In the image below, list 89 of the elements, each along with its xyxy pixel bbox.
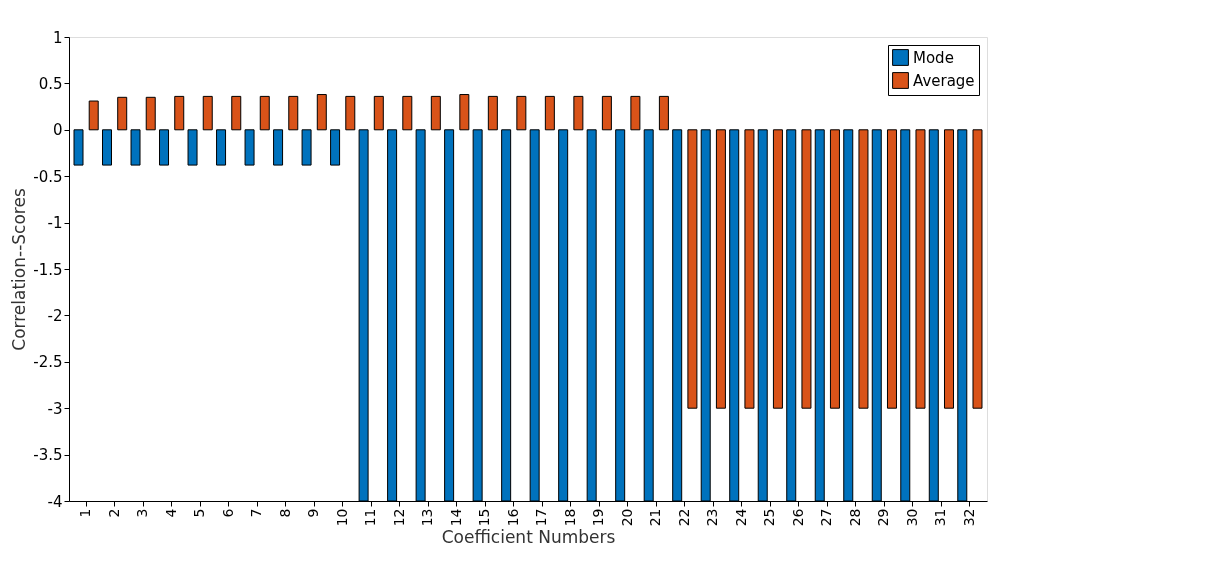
x-tick-label: 11: [362, 508, 379, 527]
bar: [88, 100, 99, 131]
x-tick-label: 16: [504, 508, 521, 527]
bar: [886, 129, 897, 409]
x-axis-title: Coefficient Numbers: [441, 527, 616, 548]
x-tick-label: 19: [590, 508, 607, 527]
legend-label: Average: [913, 71, 975, 90]
y-tick-label: -0.5: [33, 167, 63, 186]
bar: [487, 95, 498, 131]
bar: [187, 129, 198, 166]
bar: [744, 129, 755, 409]
y-tick-label: -4: [47, 492, 63, 511]
x-tick-label: 15: [476, 508, 493, 527]
y-tick-label: -2: [47, 306, 63, 325]
bar: [117, 96, 128, 131]
y-tick-label: -3.5: [33, 446, 63, 465]
x-tick-label: 6: [219, 508, 236, 518]
bar: [159, 129, 170, 166]
bar: [102, 129, 113, 166]
bar: [516, 95, 527, 131]
x-tick-label: 7: [248, 508, 265, 518]
bar: [915, 129, 926, 409]
y-tick-label: -1.5: [33, 260, 63, 279]
y-tick-label: 0: [52, 121, 63, 140]
x-tick-label: 32: [960, 508, 977, 527]
bar: [544, 95, 555, 131]
x-tick-label: 2: [105, 508, 122, 518]
bar: [231, 95, 242, 131]
bar: [430, 95, 441, 131]
bar: [972, 129, 983, 409]
x-tick-label: 8: [276, 508, 293, 518]
bar: [658, 95, 669, 131]
bar: [273, 129, 284, 166]
bar: [316, 94, 327, 131]
bar: [829, 129, 840, 409]
bar: [330, 129, 341, 166]
bar: [801, 129, 812, 409]
x-tick-label: 25: [761, 508, 778, 527]
bar: [687, 129, 698, 409]
x-tick-label: 10: [333, 508, 350, 527]
x-tick-label: 12: [390, 508, 407, 527]
bar: [402, 95, 413, 131]
y-tick-label: -3: [47, 399, 63, 418]
x-tick-label: 9: [305, 508, 322, 518]
x-tick-label: 28: [846, 508, 863, 527]
bar: [601, 95, 612, 131]
x-tick-label: 5: [191, 508, 208, 518]
bar: [772, 129, 783, 409]
x-tick-label: 26: [789, 508, 806, 527]
bar: [73, 129, 84, 166]
legend-label: Mode: [913, 48, 954, 67]
y-axis-title: Correlation--Scores: [9, 188, 30, 351]
bar: [130, 129, 141, 166]
x-tick-label: 31: [932, 508, 949, 527]
x-tick-label: 1: [77, 508, 94, 518]
x-tick-label: 24: [732, 508, 749, 527]
x-tick-label: 20: [618, 508, 635, 527]
y-tick-label: -2.5: [33, 353, 63, 372]
bar: [630, 95, 641, 131]
bar: [288, 95, 299, 131]
x-tick-label: 29: [875, 508, 892, 527]
x-tick-label: 22: [675, 508, 692, 527]
bar: [345, 95, 356, 131]
bar: [573, 95, 584, 131]
x-tick-label: 18: [561, 508, 578, 527]
bar: [202, 95, 213, 131]
x-tick-label: 23: [704, 508, 721, 527]
y-tick-label: 0.5: [38, 74, 63, 93]
bar: [715, 129, 726, 409]
x-tick-label: 14: [447, 508, 464, 527]
x-tick-label: 17: [533, 508, 550, 527]
bar: [459, 94, 470, 131]
bar: [259, 95, 270, 131]
bar: [373, 95, 384, 131]
bar: [145, 96, 156, 131]
bar: [244, 129, 255, 166]
x-tick-label: 21: [647, 508, 664, 527]
bar: [216, 129, 227, 166]
bar: [301, 129, 312, 166]
x-tick-label: 30: [903, 508, 920, 527]
y-tick-label: 1: [52, 28, 63, 47]
bar: [943, 129, 954, 409]
x-tick-label: 3: [134, 508, 151, 518]
x-tick-label: 27: [818, 508, 835, 527]
y-tick-label: -1: [47, 214, 63, 233]
x-tick-label: 13: [419, 508, 436, 527]
bar: [858, 129, 869, 409]
x-tick-label: 4: [162, 508, 179, 518]
bar: [174, 95, 185, 131]
